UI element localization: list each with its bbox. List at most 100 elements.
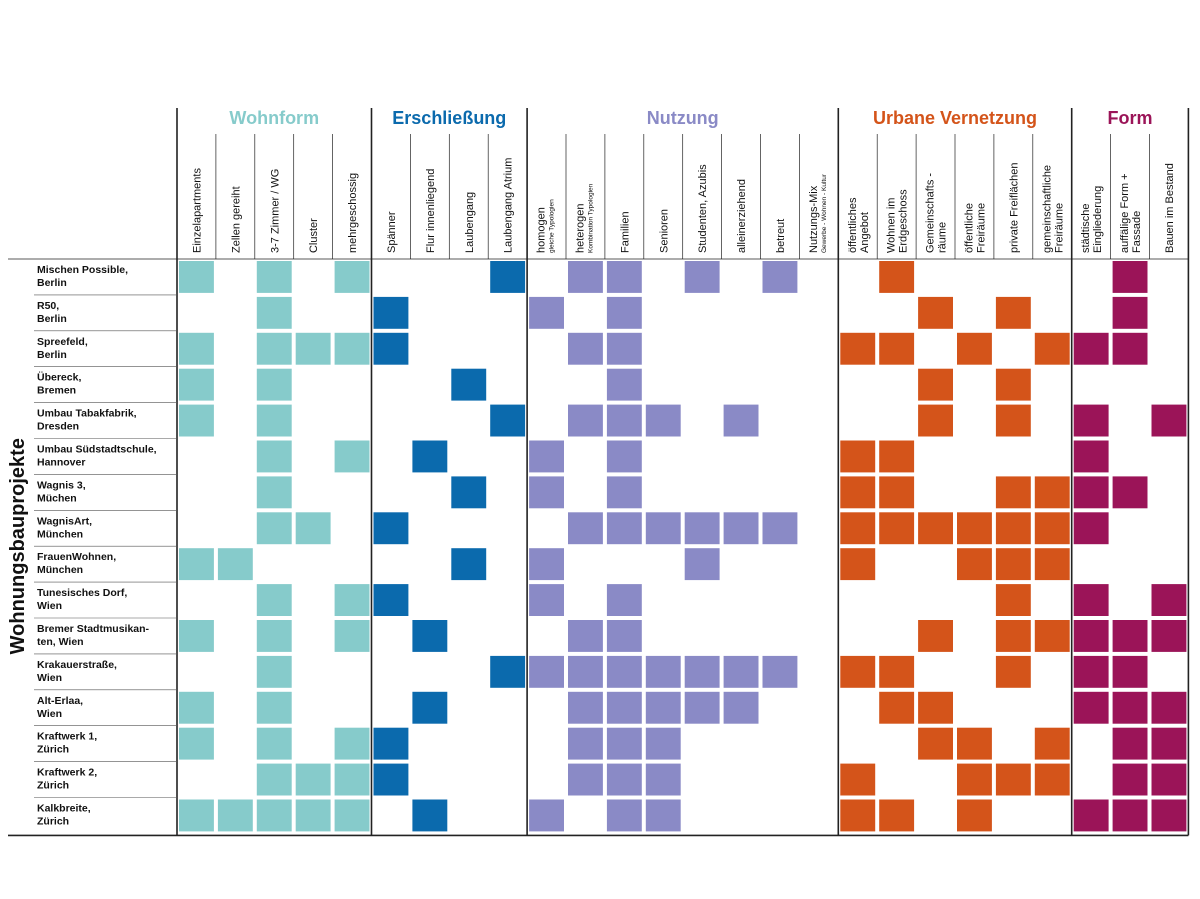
matrix-cell (490, 655, 526, 688)
matrix-cell (1073, 476, 1109, 509)
matrix-cell (723, 404, 759, 437)
matrix-cell (606, 332, 642, 365)
matrix-cell (645, 404, 681, 437)
matrix-cell (412, 440, 448, 473)
matrix-cell (879, 691, 915, 724)
group-title-1: Wohnform (229, 108, 319, 128)
y-axis-label: Wohnungsbauprojekte (7, 438, 29, 654)
matrix-cell (995, 763, 1031, 796)
matrix-cell (1112, 332, 1148, 365)
matrix-cell (179, 691, 214, 724)
matrix-cell (256, 404, 292, 437)
column-label: Familien (619, 211, 631, 253)
column-sublabel: Gewerbe - Wohnen - Kultur (821, 173, 828, 253)
matrix-cell (451, 476, 487, 509)
row-label: Kraftwerk 2, (37, 767, 97, 779)
row-label: Übereck, (37, 371, 81, 384)
matrix-cell (412, 620, 448, 652)
matrix-cell (373, 296, 409, 329)
column-label: gemeinschaftliche (1041, 165, 1053, 253)
matrix-cell (1073, 799, 1109, 832)
column-label-line2: Angebot (859, 212, 871, 253)
matrix-cell (840, 655, 876, 688)
column-label: Senioren (658, 209, 670, 253)
matrix-cell (1034, 727, 1070, 760)
matrix-cell (1073, 691, 1109, 724)
column-label: betreut (775, 219, 787, 253)
matrix-cell (879, 440, 915, 473)
matrix-cell (995, 476, 1031, 509)
matrix-cell (606, 584, 642, 616)
matrix-cell (995, 620, 1031, 652)
matrix-cell (179, 727, 214, 760)
matrix-cell (957, 763, 992, 796)
row-label-city: Wien (37, 600, 62, 612)
row-label-city: Berlin (37, 313, 67, 325)
column-label: mehrgeschossig (347, 173, 359, 253)
matrix-cell (256, 799, 292, 832)
matrix-cell (179, 548, 214, 581)
matrix-cell (1112, 799, 1148, 832)
matrix-cell (1073, 404, 1109, 437)
matrix-cell (568, 691, 603, 724)
matrix-cell (256, 476, 292, 509)
matrix-cell (179, 332, 214, 365)
matrix-cell (568, 332, 603, 365)
matrix-cell (918, 296, 953, 329)
column-label: Cluster (308, 218, 320, 253)
column-label: 3-7 Zimmer / WG (269, 169, 281, 253)
matrix-cell (256, 691, 292, 724)
matrix-cell (1073, 584, 1109, 616)
row-label-city: Hannover (37, 457, 85, 469)
row-label-city: München (37, 564, 83, 576)
row-label: FrauenWohnen, (37, 551, 116, 563)
matrix-cell (1073, 440, 1109, 473)
column-label: Studenten, Azubis (697, 164, 709, 253)
matrix-cell (879, 512, 915, 545)
matrix-cell (1112, 763, 1148, 796)
matrix-cell (295, 332, 331, 365)
matrix-cell (217, 799, 253, 832)
matrix-cell (606, 261, 642, 293)
matrix-cell (606, 440, 642, 473)
row-label-city: Berlin (37, 277, 67, 289)
matrix-cell (179, 404, 214, 437)
matrix-cell (840, 332, 876, 365)
matrix-cell (334, 620, 370, 652)
column-label: private Freiflächen (1008, 163, 1020, 254)
matrix-cell (606, 620, 642, 652)
row-label-city: Wien (37, 708, 62, 720)
row-label: Umbau Südstadtschule, (37, 444, 157, 456)
matrix-cell (606, 512, 642, 545)
column-label: Flur innenliegend (425, 169, 437, 253)
matrix-cell (995, 548, 1031, 581)
matrix-cell (529, 440, 564, 473)
matrix-cell (879, 332, 915, 365)
column-label: auffälige Form + (1119, 173, 1131, 253)
matrix-cell (373, 727, 409, 760)
row-label-city: Dresden (37, 421, 79, 433)
matrix-cell (606, 763, 642, 796)
matrix-cell (256, 727, 292, 760)
matrix-cell (957, 332, 992, 365)
matrix-cell (179, 368, 214, 401)
row-label-city: Zürich (37, 744, 69, 756)
matrix-cell (723, 512, 759, 545)
matrix-cell (645, 799, 681, 832)
column-sublabel: gleiche Typologien (549, 199, 556, 253)
column-label-line2: Fassade (1131, 211, 1143, 253)
row-label-city: Berlin (37, 349, 67, 361)
row-label: Wagnis 3, (37, 479, 86, 491)
matrix-cell (1151, 727, 1187, 760)
matrix-cell (606, 691, 642, 724)
matrix-cell (684, 548, 720, 581)
matrix-cell (995, 368, 1031, 401)
row-label-city: ten, Wien (37, 636, 84, 648)
matrix-cell (451, 368, 487, 401)
matrix-cell (373, 584, 409, 616)
column-label-line2: Freiräume (975, 203, 987, 253)
matrix-cell (256, 512, 292, 545)
matrix-cell (645, 655, 681, 688)
matrix-cell (918, 404, 953, 437)
